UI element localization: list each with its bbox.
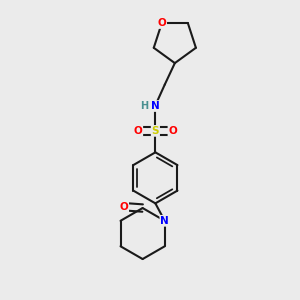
- Text: O: O: [119, 202, 128, 212]
- Text: S: S: [152, 126, 159, 136]
- Text: N: N: [151, 101, 160, 111]
- Text: O: O: [168, 126, 177, 136]
- Text: H: H: [141, 101, 149, 111]
- Text: O: O: [158, 18, 166, 28]
- Text: O: O: [134, 126, 142, 136]
- Text: N: N: [160, 216, 169, 226]
